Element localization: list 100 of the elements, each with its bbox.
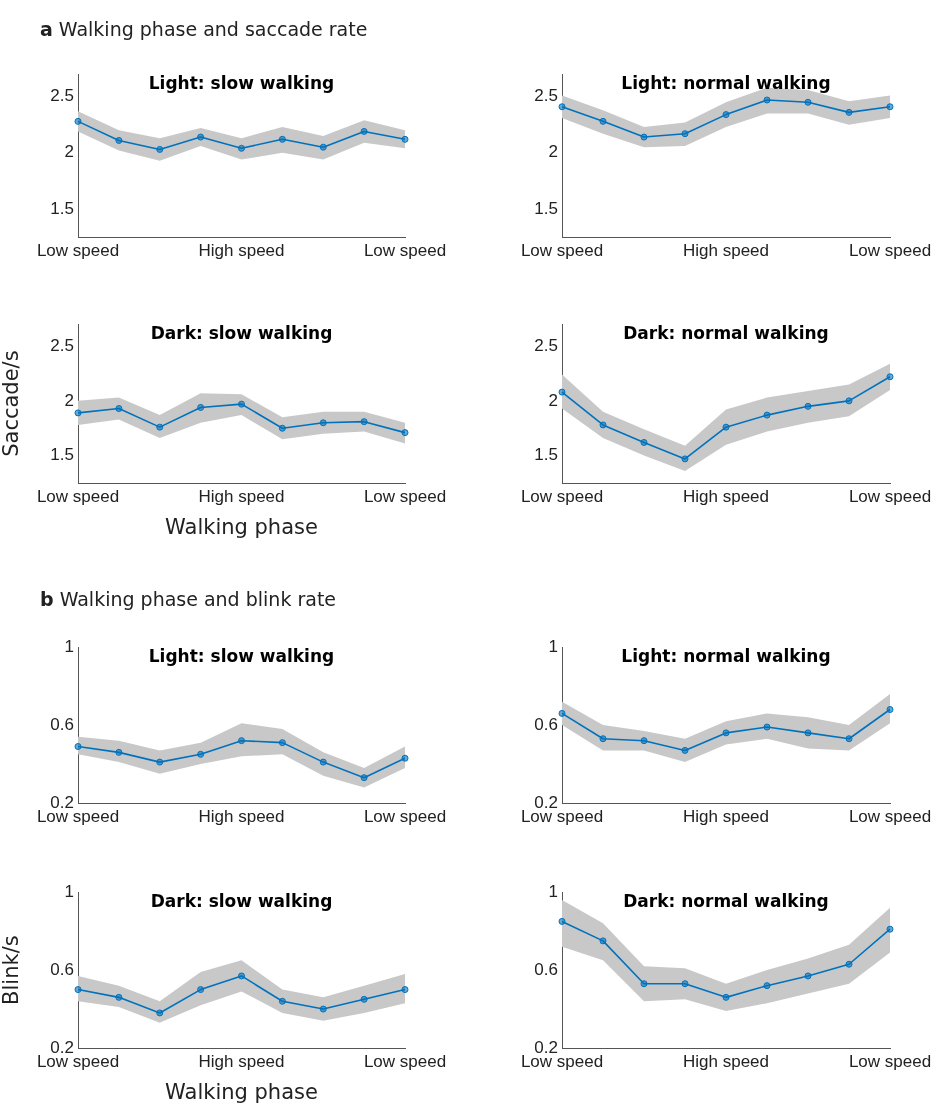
x-tick-label: Low speed bbox=[520, 486, 604, 506]
point bbox=[319, 143, 327, 151]
point bbox=[360, 127, 368, 135]
point bbox=[156, 758, 164, 766]
point bbox=[238, 972, 245, 980]
point bbox=[681, 130, 689, 138]
y-tick-label: 0.6 bbox=[534, 714, 558, 734]
x-tick-label: Low speed bbox=[848, 806, 932, 826]
point bbox=[74, 117, 82, 125]
point bbox=[640, 438, 648, 446]
point bbox=[156, 423, 164, 431]
point bbox=[156, 145, 164, 153]
point bbox=[845, 397, 853, 405]
point bbox=[804, 972, 812, 980]
y-tick-label: 2.5 bbox=[50, 335, 74, 355]
point bbox=[763, 411, 771, 419]
y-tick-label: 1.5 bbox=[534, 198, 558, 218]
point bbox=[558, 103, 566, 111]
x-tick-label: High speed bbox=[198, 486, 285, 506]
x-tick-label: Low speed bbox=[36, 240, 120, 260]
point bbox=[558, 388, 566, 396]
x-tick-label: High speed bbox=[198, 1051, 285, 1071]
point bbox=[74, 986, 82, 994]
point bbox=[197, 986, 205, 994]
point bbox=[115, 136, 123, 144]
y-tick-label: 2 bbox=[548, 390, 558, 410]
x-tick-label: Low speed bbox=[36, 486, 120, 506]
point bbox=[115, 993, 123, 1001]
y-tick-label: 1 bbox=[548, 881, 558, 901]
chart-title: Dark: slow walking bbox=[150, 323, 333, 344]
y-tick-label: 0.6 bbox=[534, 959, 558, 979]
point bbox=[360, 418, 368, 426]
x-tick-label: Low speed bbox=[848, 486, 932, 506]
chart-title: Dark: slow walking bbox=[150, 891, 333, 912]
point bbox=[681, 455, 689, 463]
point bbox=[804, 402, 812, 410]
point bbox=[722, 993, 730, 1001]
point bbox=[845, 108, 853, 116]
point bbox=[886, 103, 894, 111]
point bbox=[763, 982, 771, 990]
x-tick-label: High speed bbox=[198, 240, 285, 260]
x-tick-label: Low speed bbox=[363, 1051, 447, 1071]
chart-title: Dark: normal walking bbox=[623, 323, 829, 344]
point bbox=[763, 723, 771, 731]
point bbox=[319, 1005, 327, 1013]
y-tick-label: 0.6 bbox=[50, 959, 74, 979]
point bbox=[722, 111, 730, 119]
x-tick-label: Low speed bbox=[848, 1051, 932, 1071]
y-tick-label: 1 bbox=[64, 881, 74, 901]
point bbox=[640, 133, 648, 141]
y-axis-title: Blink/s bbox=[0, 935, 24, 1005]
x-tick-label: High speed bbox=[682, 240, 770, 260]
y-tick-label: 2.5 bbox=[534, 335, 558, 355]
x-tick-label: High speed bbox=[682, 806, 770, 826]
point bbox=[886, 706, 894, 714]
x-axis-title: Walking phase bbox=[165, 514, 318, 539]
point bbox=[722, 423, 730, 431]
point bbox=[197, 403, 205, 411]
x-tick-label: Low speed bbox=[848, 240, 932, 260]
chart-title: Light: slow walking bbox=[148, 73, 335, 94]
point bbox=[278, 739, 286, 747]
point bbox=[197, 133, 205, 141]
point bbox=[804, 98, 812, 106]
point bbox=[886, 925, 894, 933]
point bbox=[278, 424, 286, 432]
point bbox=[681, 980, 689, 988]
y-tick-label: 2 bbox=[548, 142, 558, 162]
y-tick-label: 1.5 bbox=[50, 445, 74, 465]
point bbox=[115, 405, 123, 413]
text: b Walking phase and blink rate bbox=[40, 588, 337, 610]
point bbox=[886, 373, 894, 381]
point bbox=[845, 960, 853, 968]
y-tick-label: 1 bbox=[64, 636, 74, 656]
text: a Walking phase and saccade rate bbox=[40, 18, 368, 40]
y-tick-label: 2.5 bbox=[50, 86, 74, 106]
chart-title: Light: normal walking bbox=[621, 73, 831, 94]
point bbox=[640, 980, 648, 988]
x-axis-title: Walking phase bbox=[165, 1079, 318, 1104]
y-tick-label: 0.2 bbox=[534, 1037, 558, 1057]
point bbox=[599, 735, 607, 743]
point bbox=[558, 917, 566, 925]
point bbox=[640, 737, 648, 745]
point bbox=[278, 997, 286, 1005]
point bbox=[74, 743, 82, 751]
point bbox=[74, 409, 82, 417]
point bbox=[558, 709, 566, 717]
point bbox=[804, 729, 812, 737]
point bbox=[319, 419, 327, 427]
chart-title: Dark: normal walking bbox=[623, 891, 829, 912]
y-axis-title: Saccade/s bbox=[0, 350, 24, 457]
x-tick-label: Low speed bbox=[520, 240, 604, 260]
x-tick-label: High speed bbox=[682, 486, 770, 506]
point bbox=[401, 135, 409, 143]
x-tick-label: Low speed bbox=[363, 806, 447, 826]
point bbox=[278, 135, 286, 143]
point bbox=[115, 748, 123, 756]
y-tick-label: 2 bbox=[64, 390, 74, 410]
x-tick-label: Low speed bbox=[363, 240, 447, 260]
point bbox=[401, 429, 409, 437]
point bbox=[763, 96, 771, 104]
